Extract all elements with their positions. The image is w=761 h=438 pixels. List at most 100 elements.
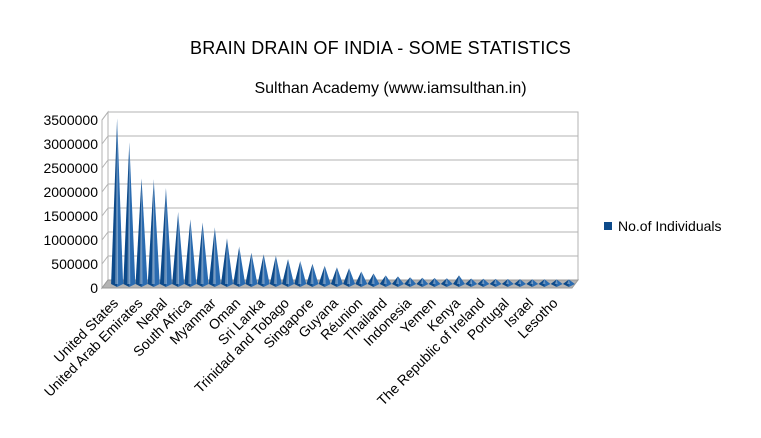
bar-face-left xyxy=(440,278,447,287)
bar-highlight xyxy=(481,278,485,284)
bar-highlight xyxy=(371,273,375,284)
bar-face-right xyxy=(459,275,465,287)
bar-highlight xyxy=(395,276,399,284)
bar-face-right xyxy=(471,278,478,287)
bar-highlight xyxy=(139,178,143,284)
bar-face-right xyxy=(202,222,209,287)
bar-face-left xyxy=(111,118,118,288)
y-tick-label: 3000000 xyxy=(43,136,98,152)
bar-face-left xyxy=(355,271,362,287)
bar-highlight xyxy=(420,277,424,284)
bar-face-left xyxy=(404,277,411,287)
bar-face-left xyxy=(294,260,301,287)
bar-face-right xyxy=(129,142,136,287)
bar-face-left xyxy=(208,227,215,287)
bar-face-left xyxy=(257,254,264,287)
bar-face-left xyxy=(514,279,521,287)
y-tick-label: 2000000 xyxy=(43,184,98,200)
bar-highlight xyxy=(286,259,290,284)
bar-face-left xyxy=(147,179,154,287)
bar-face-right xyxy=(141,178,148,287)
legend-swatch xyxy=(604,222,612,230)
bar-face-right xyxy=(434,278,441,287)
gridline-depth xyxy=(101,183,109,193)
bar-face-left xyxy=(135,178,142,287)
bar-highlight xyxy=(115,118,119,285)
bar-face-right xyxy=(263,254,270,287)
bar-face-right xyxy=(556,279,563,287)
bar-face-right xyxy=(373,273,380,287)
bar-face-left xyxy=(172,212,179,287)
bar-highlight xyxy=(225,238,228,284)
bar-face-left xyxy=(379,275,386,287)
bar-face-right xyxy=(507,278,514,287)
bar-face-right xyxy=(532,279,539,287)
plot-back-wall xyxy=(107,111,579,281)
bar-face-right xyxy=(422,277,429,287)
bar-face-left xyxy=(367,273,374,287)
bar-face-left xyxy=(343,268,350,287)
bar-face-left xyxy=(501,278,508,287)
gridline-depth xyxy=(101,255,109,265)
bar-face-right xyxy=(165,188,172,287)
bar-face-left xyxy=(465,278,472,287)
y-tick-label: 3500000 xyxy=(43,112,98,128)
gridline-depth xyxy=(101,111,109,121)
bar-highlight xyxy=(127,142,131,284)
bar-face-right xyxy=(385,275,392,287)
chart-subtitle: Sulthan Academy (www.iamsulthan.in) xyxy=(254,80,527,97)
bar-highlight xyxy=(261,254,265,284)
bar-face-left xyxy=(306,263,313,287)
bar-face-right xyxy=(288,259,295,287)
bar-face-left xyxy=(550,279,557,287)
bar-highlight xyxy=(310,263,314,284)
bar-highlight xyxy=(493,278,497,284)
bar-face-right xyxy=(324,265,331,287)
plot-side-wall xyxy=(101,110,109,290)
bar-face-right xyxy=(251,252,258,287)
gridline-depth xyxy=(101,231,109,241)
bar-highlight xyxy=(200,222,204,284)
bar-highlight xyxy=(505,278,509,284)
bar-face-left xyxy=(282,259,289,287)
bar-highlight xyxy=(334,267,338,284)
bar-face-right xyxy=(410,277,417,287)
bar-highlight xyxy=(469,278,473,284)
bar-face-right xyxy=(336,267,343,287)
bar-highlight xyxy=(151,179,155,284)
bar-face-left xyxy=(330,267,337,287)
bar-face-right xyxy=(544,279,551,287)
bar-highlight xyxy=(176,212,180,284)
bar-face-left xyxy=(269,255,276,287)
bar-highlight xyxy=(359,271,363,284)
bar-face-left xyxy=(526,279,533,287)
bar-face-left xyxy=(538,279,545,287)
bar-face-right xyxy=(214,227,221,287)
bar-highlight xyxy=(237,246,241,284)
bar-highlight xyxy=(554,279,558,284)
bar-face-left xyxy=(245,252,252,287)
y-tick-label: 500000 xyxy=(51,256,98,272)
bar-highlight xyxy=(566,279,570,284)
bar-face-right xyxy=(117,118,124,288)
bar-face-left xyxy=(562,279,569,287)
bar-face-right xyxy=(568,279,575,287)
bar-face-left xyxy=(318,265,325,287)
bar-highlight xyxy=(298,260,302,284)
bar-face-left xyxy=(416,277,423,287)
y-tick-label: 1500000 xyxy=(43,208,98,224)
bar-face-right xyxy=(153,179,160,287)
chart-title: BRAIN DRAIN OF INDIA - SOME STATISTICS xyxy=(190,38,571,58)
bar-face-right xyxy=(190,219,197,287)
bar-face-right xyxy=(312,263,319,287)
bar-face-left xyxy=(477,278,484,287)
y-tick-label: 1000000 xyxy=(43,232,98,248)
bar-face-left xyxy=(233,246,240,287)
bar-highlight xyxy=(322,265,326,284)
bar-face-left xyxy=(489,278,496,287)
bar-face-left xyxy=(123,142,130,287)
bar-face-right xyxy=(397,276,404,287)
bar-face-right xyxy=(495,278,502,287)
bar-highlight xyxy=(188,219,192,284)
bar-highlight xyxy=(432,278,436,284)
